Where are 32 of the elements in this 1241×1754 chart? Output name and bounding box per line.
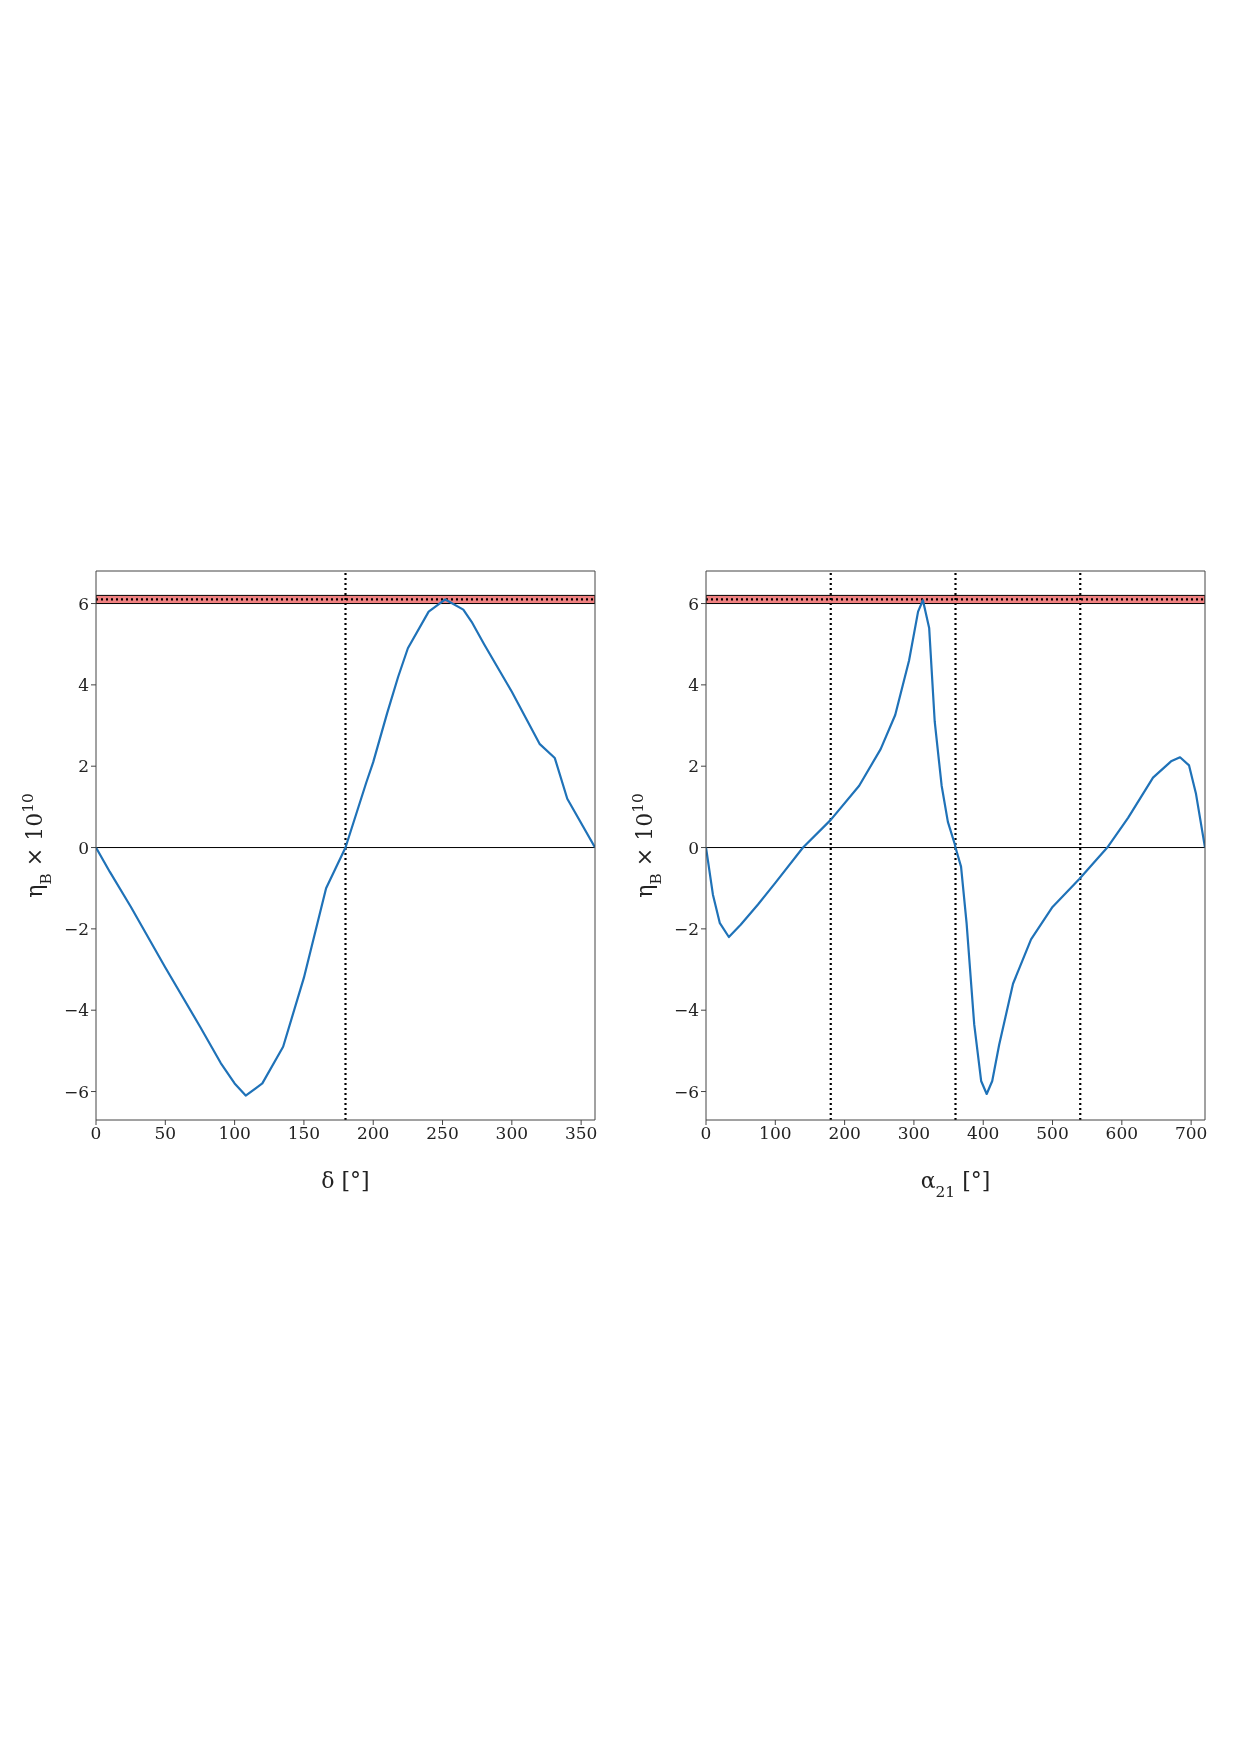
y-tick-label: 2: [78, 756, 89, 777]
x-tick-label: 150: [287, 1123, 321, 1144]
y-tick-label: −6: [673, 1081, 699, 1102]
line-series: [96, 598, 595, 1097]
y-tick-label: 4: [78, 674, 89, 695]
y-tick-label: −2: [63, 918, 89, 939]
x-axis-title: α$_{21}$ [°]: [920, 1168, 991, 1201]
y-tick-label: −2: [673, 918, 699, 939]
y-tick-label: 6: [688, 593, 699, 614]
x-tick-label: 500: [1036, 1123, 1069, 1144]
x-tick-label: 300: [495, 1123, 529, 1144]
y-tick-label: 4: [688, 674, 699, 695]
x-axis-title: δ [°]: [321, 1168, 370, 1193]
y-tick-label: 6: [78, 593, 89, 614]
x-tick-label: 350: [564, 1123, 598, 1144]
x-tick-label: 700: [1174, 1123, 1208, 1144]
y-tick-label: 0: [78, 837, 89, 858]
y-tick-label: −6: [63, 1081, 89, 1102]
x-tick-label: 100: [218, 1123, 251, 1144]
x-tick-label: 200: [357, 1123, 390, 1144]
y-tick-label: −4: [673, 1000, 699, 1021]
x-tick-label: 100: [759, 1123, 792, 1144]
y-tick-label: 2: [688, 756, 699, 777]
y-tick-label: 0: [688, 837, 699, 858]
x-tick-label: 250: [426, 1123, 459, 1144]
x-tick-label: 600: [1105, 1123, 1139, 1144]
x-tick-label: 50: [154, 1123, 177, 1144]
x-tick-label: 300: [897, 1123, 931, 1144]
x-tick-label: 400: [967, 1123, 1000, 1144]
x-tick-label: 200: [828, 1123, 861, 1144]
y-tick-label: −4: [63, 1000, 89, 1021]
line-series: [706, 599, 1205, 1096]
